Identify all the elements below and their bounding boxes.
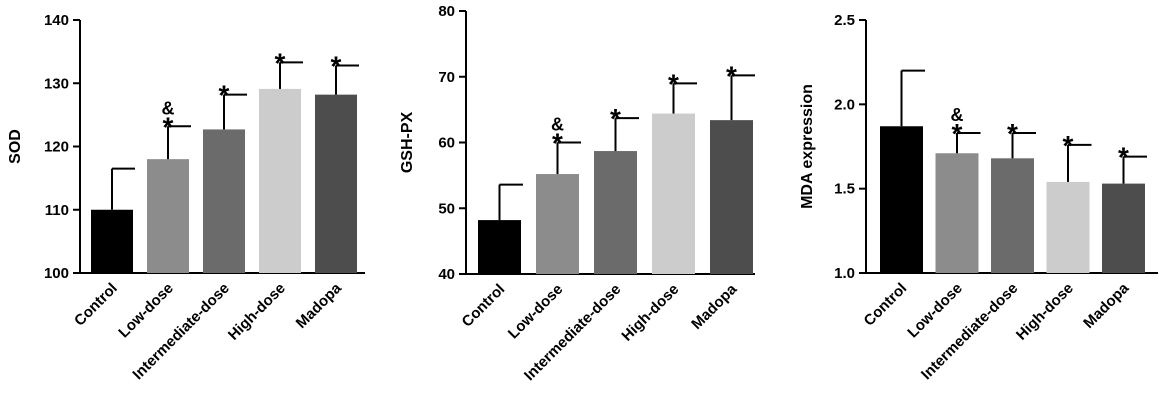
bar-madopa <box>710 120 753 275</box>
bar-intermediate-dose <box>991 158 1034 273</box>
bar-madopa <box>315 94 357 273</box>
significance-star: * <box>668 68 679 99</box>
chart-panel-2: 4050607080GSH-PXControl*&Low-dose*Interm… <box>399 3 755 384</box>
category-label: Intermediate-dose <box>129 280 232 383</box>
bar-madopa <box>1102 183 1145 273</box>
category-label: Control <box>861 280 911 330</box>
category-label: Madopa <box>1080 279 1133 332</box>
y-tick-label: 80 <box>438 3 455 20</box>
significance-star: * <box>952 118 963 149</box>
significance-ampersand: & <box>162 98 175 118</box>
category-label: High-dose <box>1013 280 1077 344</box>
category-label: Control <box>459 281 509 331</box>
significance-star: * <box>331 51 342 82</box>
bar-high-dose <box>259 88 301 273</box>
y-tick-label: 1.0 <box>834 265 855 282</box>
bar-intermediate-dose <box>594 151 637 274</box>
bar-intermediate-dose <box>203 129 245 273</box>
y-tick-label: 40 <box>438 266 455 283</box>
category-label: Intermediate-dose <box>918 280 1021 383</box>
bar-control <box>880 126 923 273</box>
bar-high-dose <box>1046 181 1090 273</box>
significance-star: * <box>726 60 737 91</box>
y-tick-label: 120 <box>44 139 69 156</box>
category-label: Intermediate-dose <box>521 281 624 384</box>
y-axis-title: GSH-PX <box>399 112 416 174</box>
y-tick-label: 2.5 <box>834 12 855 29</box>
significance-star: * <box>1063 130 1074 161</box>
y-tick-label: 130 <box>44 75 69 92</box>
y-tick-label: 70 <box>438 69 455 86</box>
significance-star: * <box>163 111 174 142</box>
y-tick-label: 60 <box>438 135 455 152</box>
significance-star: * <box>219 80 230 111</box>
significance-star: * <box>1007 118 1018 149</box>
category-label: Control <box>71 280 121 330</box>
category-label: Madopa <box>293 279 346 332</box>
y-axis-title: SOD <box>7 129 24 164</box>
y-tick-label: 100 <box>44 265 69 282</box>
y-tick-label: 2.0 <box>834 96 855 113</box>
significance-star: * <box>552 128 563 159</box>
chart-panel-1: 100110120130140SODControl*&Low-dose*Inte… <box>7 12 365 383</box>
bar-low-dose <box>147 159 189 273</box>
y-axis-title: MDA expression <box>799 84 816 209</box>
significance-star: * <box>275 47 286 78</box>
significance-ampersand: & <box>551 115 564 135</box>
category-label: High-dose <box>618 281 682 345</box>
bar-low-dose <box>935 153 979 273</box>
category-label: High-dose <box>225 280 289 344</box>
y-tick-label: 1.5 <box>834 181 855 198</box>
y-tick-label: 110 <box>45 202 69 219</box>
bar-control <box>478 220 521 274</box>
bar-control <box>91 209 133 273</box>
significance-star: * <box>610 103 621 134</box>
bar-low-dose <box>536 174 579 274</box>
category-label: Madopa <box>688 280 741 333</box>
category-label: Low-dose <box>505 281 567 343</box>
significance-star: * <box>1118 142 1129 173</box>
significance-ampersand: & <box>951 105 964 125</box>
y-tick-label: 50 <box>438 200 455 217</box>
y-tick-label: 140 <box>44 12 69 29</box>
bar-high-dose <box>652 113 695 274</box>
